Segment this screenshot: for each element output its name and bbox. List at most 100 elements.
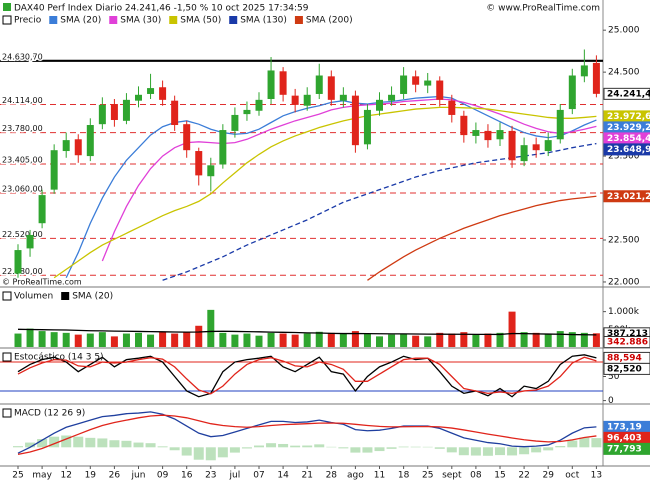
candle-body xyxy=(219,130,226,164)
level-label: 24.114,00 xyxy=(2,96,43,105)
x-tick-label: 11 xyxy=(374,471,385,481)
candle-body xyxy=(436,81,443,100)
histogram-bar xyxy=(591,438,601,447)
candle-body xyxy=(183,124,190,150)
volume-bar xyxy=(147,335,154,347)
candle-body xyxy=(484,131,491,140)
histogram-bar xyxy=(278,444,288,447)
histogram-bar xyxy=(194,447,204,459)
candle-body xyxy=(509,131,516,160)
candle-body xyxy=(171,101,178,125)
volume-bar xyxy=(316,332,323,347)
histogram-bar xyxy=(13,446,23,447)
volume-bar xyxy=(388,335,395,347)
legend-label: MACD (12 26 9) xyxy=(14,409,85,419)
candle-body xyxy=(243,110,250,114)
candle-body xyxy=(557,110,564,139)
legend-label: Estocástico (14 3 5) xyxy=(14,353,104,363)
x-tick-label: jun xyxy=(131,471,146,481)
histogram-bar xyxy=(447,447,457,452)
legend-swatch xyxy=(169,16,177,24)
legend-swatch xyxy=(3,409,11,417)
histogram-bar xyxy=(531,447,541,452)
level-label: 23.060,00 xyxy=(2,185,43,194)
legend-swatch xyxy=(295,16,303,24)
candle-body xyxy=(545,140,552,151)
candle-body xyxy=(231,115,238,131)
candle-body xyxy=(448,101,455,115)
volume-bar xyxy=(243,334,250,347)
histogram-bar xyxy=(338,447,348,448)
x-tick-label: 28 xyxy=(326,471,338,481)
histogram-bar xyxy=(182,447,192,455)
histogram-bar xyxy=(158,446,168,447)
volume-bar xyxy=(521,332,528,347)
volume-bar xyxy=(400,334,407,347)
histogram-bar xyxy=(579,438,589,448)
legend-label: SMA (20) xyxy=(72,292,113,302)
legend-label: SMA (200) xyxy=(306,16,353,26)
volume-bar xyxy=(99,332,106,347)
volume-bar xyxy=(195,326,202,347)
x-tick-label: jul xyxy=(229,471,241,481)
histogram-bar xyxy=(266,443,276,447)
price-badge-label: 23.021,22 xyxy=(607,192,650,202)
level-label: 22.520,00 xyxy=(2,230,43,239)
candle-body xyxy=(497,130,504,139)
candle-body xyxy=(87,125,94,156)
candle-body xyxy=(593,63,600,94)
x-tick-label: 14 xyxy=(277,471,289,481)
histogram-bar xyxy=(543,447,553,450)
price-badge-label: 82,520 xyxy=(607,364,642,374)
y-tick-label: 22.500 xyxy=(608,236,640,246)
volume-bar xyxy=(340,334,347,347)
price-badge-label: 23.648,91 xyxy=(607,145,650,155)
candle-body xyxy=(316,76,323,94)
price-badge-label: 77,793 xyxy=(607,444,642,454)
volume-bar xyxy=(27,329,34,347)
legend-swatch xyxy=(229,16,237,24)
legend-swatch xyxy=(3,292,11,300)
histogram-bar xyxy=(242,447,252,448)
volume-bar xyxy=(75,335,82,347)
x-tick-label: 09 xyxy=(157,471,169,481)
volume-bar xyxy=(545,334,552,347)
candle-body xyxy=(460,116,467,135)
candle-body xyxy=(472,130,479,136)
volume-bar xyxy=(207,310,214,347)
volume-bar xyxy=(183,332,190,347)
watermark: © www.ProRealTime.com xyxy=(486,4,600,14)
histogram-bar xyxy=(350,447,360,452)
x-tick-label: sept xyxy=(442,471,462,481)
volume-bar xyxy=(448,334,455,347)
legend-label: SMA (30) xyxy=(120,16,161,26)
price-badge-label: 24.241,46 xyxy=(607,89,650,99)
candle-body xyxy=(424,81,431,86)
x-tick-label: 18 xyxy=(398,471,410,481)
histogram-bar xyxy=(170,447,180,450)
volume-bar xyxy=(51,332,58,347)
histogram-bar xyxy=(121,441,131,447)
histogram-bar xyxy=(483,447,493,455)
x-tick-label: 16 xyxy=(181,471,193,481)
legend-label: Precio xyxy=(14,16,42,26)
level-label: 23.780,00 xyxy=(2,124,43,133)
candle-body xyxy=(268,70,275,99)
volume-bar xyxy=(412,336,419,347)
x-tick-label: 21 xyxy=(301,471,312,481)
x-tick-label: ago xyxy=(347,471,364,481)
volume-bar xyxy=(231,335,238,347)
volume-bar xyxy=(111,336,118,347)
level-label: 24.630,70 xyxy=(2,53,43,62)
candle-body xyxy=(135,95,142,101)
histogram-bar xyxy=(471,447,481,455)
candle-body xyxy=(207,165,214,176)
histogram-bar xyxy=(97,438,107,447)
x-tick-label: 19 xyxy=(85,471,97,481)
x-tick-label: 23 xyxy=(205,471,216,481)
candle-body xyxy=(388,95,395,101)
candle-body xyxy=(280,71,287,95)
candle-body xyxy=(400,76,407,94)
